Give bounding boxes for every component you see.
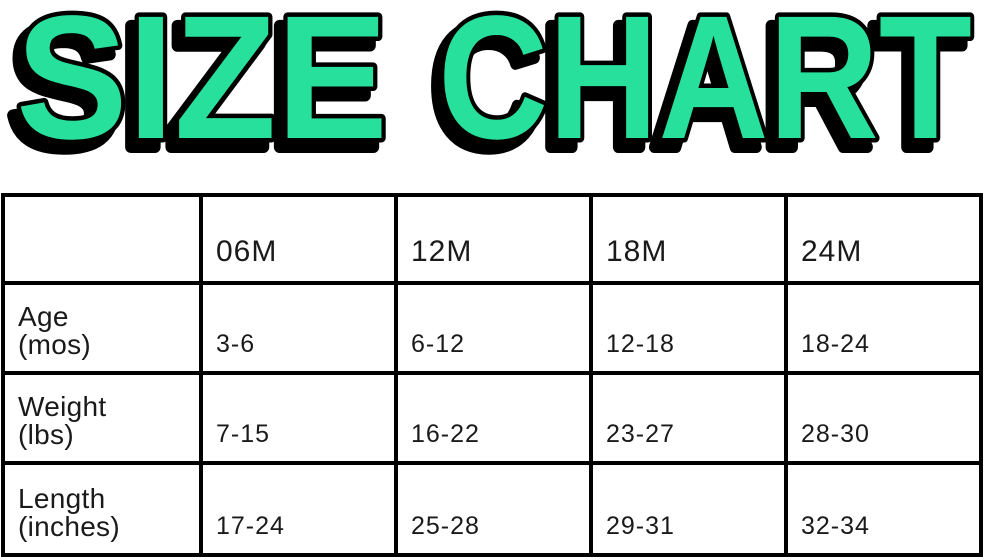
title-main-layer: SIZE CHART (12, 0, 977, 175)
table-cell: 29-31 (589, 461, 788, 557)
table-row-weight: Weight (lbs) 7-15 16-22 23-27 28-30 (1, 371, 983, 465)
column-header-06m: 06M (199, 193, 398, 285)
table-cell: 17-24 (199, 461, 398, 557)
table-cell: 6-12 (394, 281, 593, 375)
table-cell: 7-15 (199, 371, 398, 465)
table-cell: 32-34 (784, 461, 983, 557)
row-label-text: Weight (18, 391, 107, 422)
empty-corner-cell (1, 193, 203, 285)
row-label-unit: (inches) (18, 511, 120, 542)
title-word-chart: CHART (438, 0, 972, 175)
table-cell: 25-28 (394, 461, 593, 557)
table-row-length: Length (inches) 17-24 25-28 29-31 32-34 (1, 461, 983, 557)
size-table: 06M 12M 18M 24M Age (mos) 3-6 6-12 12-18… (1, 193, 983, 557)
table-cell: 3-6 (199, 281, 398, 375)
table-cell: 12-18 (589, 281, 788, 375)
row-label-unit: (mos) (18, 329, 92, 360)
table-cell: 18-24 (784, 281, 983, 375)
column-header-24m: 24M (784, 193, 983, 285)
row-label-weight: Weight (lbs) (1, 371, 203, 465)
row-label-length: Length (inches) (1, 461, 203, 557)
row-label-age: Age (mos) (1, 281, 203, 375)
title-word-size: SIZE (16, 0, 388, 175)
column-header-18m: 18M (589, 193, 788, 285)
title-word-chart-shadow: CHART (430, 0, 964, 175)
title-word-size-shadow: SIZE (8, 0, 380, 175)
size-chart-title: SIZE CHART SIZE CHART (2, 0, 977, 175)
table-header-row: 06M 12M 18M 24M (1, 193, 983, 285)
table-cell: 16-22 (394, 371, 593, 465)
table-row-age: Age (mos) 3-6 6-12 12-18 18-24 (1, 281, 983, 375)
table-cell: 28-30 (784, 371, 983, 465)
title-shadow-layer: SIZE CHART (2, 0, 970, 175)
column-header-12m: 12M (394, 193, 593, 285)
row-label-text: Age (18, 301, 69, 332)
table-cell: 23-27 (589, 371, 788, 465)
row-label-unit: (lbs) (18, 419, 74, 450)
row-label-text: Length (18, 483, 106, 514)
